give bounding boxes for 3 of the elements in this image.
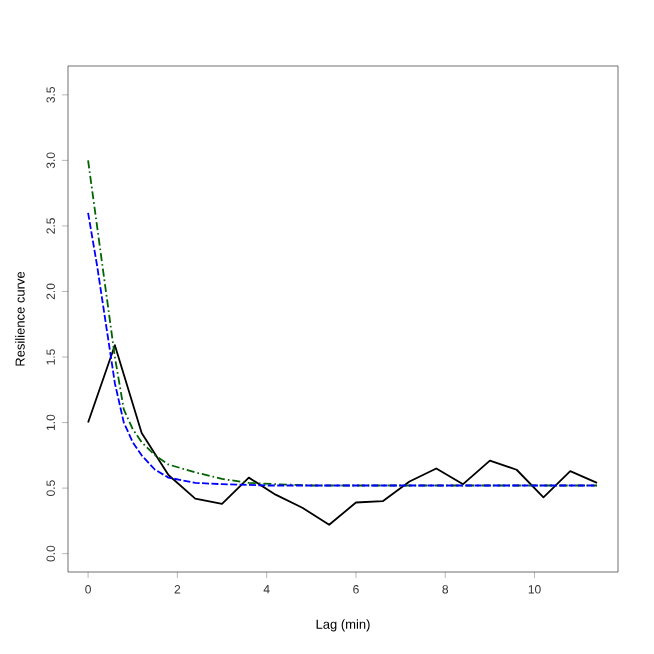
line-series xyxy=(87,159,598,487)
line-series xyxy=(87,211,598,487)
line-series xyxy=(87,344,598,526)
